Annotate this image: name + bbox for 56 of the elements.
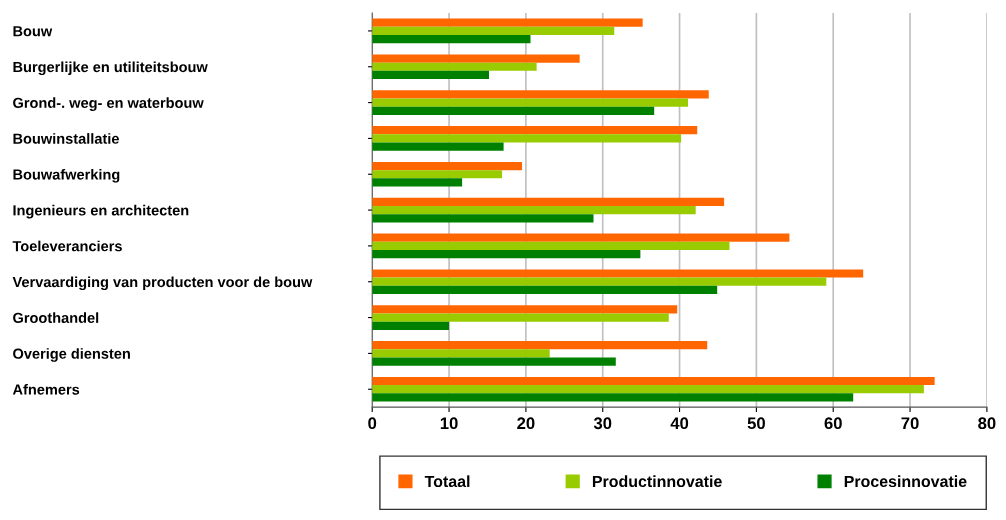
x-tick-label: 80	[978, 417, 996, 430]
y-tick-label: Vervaardiging van producten voor de bouw	[12, 276, 313, 291]
bar	[372, 35, 531, 44]
bar	[372, 357, 616, 366]
bar	[372, 341, 708, 350]
bar	[372, 126, 698, 135]
legend-label: Totaal	[424, 475, 470, 488]
bar	[372, 305, 678, 314]
legend-label: Productinnovatie	[592, 475, 722, 488]
y-tick-label: Ingenieurs en architecten	[13, 204, 189, 219]
bar	[372, 98, 688, 107]
x-tick-label: 20	[517, 417, 535, 430]
x-tick-label: 0	[368, 417, 377, 430]
bar	[372, 18, 643, 27]
bar	[372, 277, 827, 286]
bar	[372, 285, 718, 295]
x-tick-label: 10	[440, 417, 458, 430]
bar	[372, 269, 864, 278]
y-tick-label: Toeleveranciers	[12, 240, 122, 252]
bar	[372, 70, 490, 80]
y-tick-label: Afnemers	[12, 383, 80, 395]
y-tick-label: Bouw	[13, 26, 53, 37]
bar	[372, 90, 709, 99]
x-tick-label: 30	[593, 417, 612, 430]
bar	[372, 385, 924, 394]
x-tick-label: 60	[824, 417, 842, 430]
bar	[372, 321, 450, 330]
bar	[372, 376, 935, 386]
bar	[372, 161, 523, 171]
bar	[372, 214, 594, 223]
x-tick-label: 40	[670, 417, 689, 430]
bar	[372, 233, 790, 242]
y-tick-label: Bouwafwerking	[13, 168, 120, 183]
bar	[372, 54, 580, 63]
bar	[372, 178, 463, 187]
bar	[372, 142, 504, 151]
bar	[372, 205, 696, 215]
y-tick-label: Overige diensten	[13, 348, 130, 362]
y-tick-label: Burgerlijke en utiliteitsbouw	[13, 61, 208, 76]
x-tick-label: 70	[901, 417, 919, 430]
legend-label: Procesinnovatie	[844, 475, 967, 488]
bar	[372, 26, 615, 36]
x-tick-label: 50	[747, 417, 765, 430]
bar	[372, 134, 682, 143]
y-tick-label: Groothandel	[13, 312, 99, 324]
bar	[372, 170, 503, 179]
bar	[372, 62, 537, 71]
bar	[372, 250, 641, 259]
y-tick-label: Grond-. weg- en waterbouw	[13, 97, 204, 111]
bar	[372, 393, 854, 402]
bar	[372, 106, 655, 115]
bar	[372, 313, 669, 322]
y-tick-label: Bouwinstallatie	[13, 133, 119, 144]
bar	[372, 197, 725, 206]
bar	[372, 241, 730, 251]
bar	[372, 349, 550, 358]
